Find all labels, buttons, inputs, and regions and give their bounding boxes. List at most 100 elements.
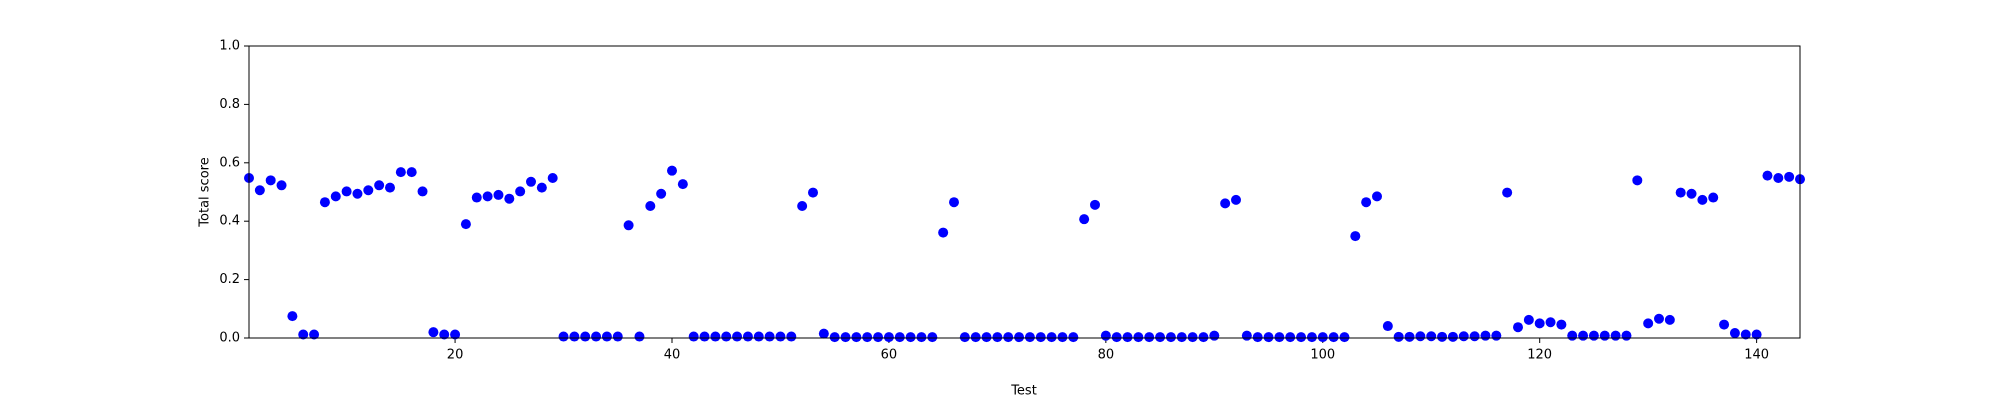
x-axis-label: Test: [1010, 384, 1037, 399]
point: [1252, 332, 1263, 343]
point: [1090, 199, 1100, 210]
point: [1567, 330, 1578, 341]
point: [742, 331, 753, 342]
point: [1046, 332, 1057, 343]
point: [569, 331, 580, 342]
point: [829, 332, 840, 343]
point: [786, 331, 797, 342]
point: [1708, 192, 1719, 203]
point: [927, 332, 938, 343]
point: [623, 220, 634, 231]
point: [1534, 318, 1545, 329]
point: [818, 328, 829, 339]
y-tick-label: 0.2: [219, 272, 240, 287]
point: [591, 331, 602, 342]
point: [1643, 318, 1654, 329]
point: [1144, 332, 1155, 343]
x-tick-label: 80: [1098, 348, 1115, 363]
point: [667, 165, 677, 176]
point: [710, 331, 721, 342]
point: [547, 172, 558, 183]
point: [1491, 330, 1502, 341]
point: [1263, 332, 1274, 343]
point: [612, 331, 623, 342]
point: [287, 311, 298, 322]
point: [808, 187, 818, 198]
point: [1220, 198, 1231, 209]
point: [753, 331, 764, 342]
point: [536, 182, 547, 193]
point: [1458, 331, 1469, 342]
point: [319, 197, 330, 208]
point: [894, 332, 905, 343]
point: [797, 201, 808, 212]
point: [395, 167, 406, 178]
point: [732, 331, 743, 342]
point: [1361, 197, 1372, 208]
y-tick-label: 1.0: [219, 39, 240, 54]
x-tick-label: 20: [447, 348, 464, 363]
point: [1285, 332, 1296, 343]
point: [385, 182, 395, 193]
point: [1339, 332, 1350, 343]
point: [493, 189, 504, 200]
point: [330, 191, 341, 202]
point: [352, 188, 363, 199]
point: [417, 186, 428, 197]
point: [840, 332, 851, 343]
point: [959, 332, 970, 343]
point: [1111, 332, 1122, 343]
y-tick-label: 0.6: [219, 155, 240, 170]
point: [1654, 313, 1664, 324]
point: [1014, 332, 1025, 343]
point: [1306, 332, 1317, 343]
point: [1697, 194, 1708, 205]
point: [634, 331, 645, 342]
point: [981, 332, 992, 343]
point: [1480, 330, 1491, 341]
point: [460, 219, 471, 230]
point: [1241, 330, 1252, 341]
point: [1350, 231, 1361, 242]
point: [938, 227, 949, 238]
point: [916, 332, 927, 343]
point: [1057, 332, 1068, 343]
y-tick-label: 0.4: [219, 214, 240, 229]
point: [1296, 332, 1307, 343]
point: [428, 327, 439, 338]
point: [1393, 331, 1404, 342]
point: [1664, 314, 1675, 325]
point: [1523, 314, 1534, 325]
point: [1588, 330, 1599, 341]
point: [1404, 331, 1415, 342]
point: [1198, 332, 1209, 343]
point: [1328, 332, 1339, 343]
point: [1100, 330, 1111, 341]
point: [515, 186, 526, 197]
point: [862, 332, 873, 343]
y-tick-label: 0.8: [219, 97, 240, 112]
point: [1372, 191, 1382, 202]
point: [764, 331, 775, 342]
point: [406, 167, 417, 178]
point: [677, 179, 688, 190]
point: [526, 176, 536, 187]
point: [309, 329, 320, 340]
point: [1079, 214, 1090, 225]
point: [341, 186, 352, 197]
point: [873, 332, 884, 343]
point: [1024, 332, 1035, 343]
point: [1469, 331, 1480, 342]
point: [1231, 194, 1241, 205]
x-tick-label: 60: [881, 348, 898, 363]
point: [970, 332, 981, 343]
point: [905, 332, 916, 343]
point: [558, 331, 569, 342]
point: [374, 180, 385, 191]
point: [265, 175, 276, 186]
point: [1068, 332, 1079, 343]
point: [1415, 331, 1426, 342]
point: [1437, 331, 1448, 342]
point: [439, 329, 450, 340]
